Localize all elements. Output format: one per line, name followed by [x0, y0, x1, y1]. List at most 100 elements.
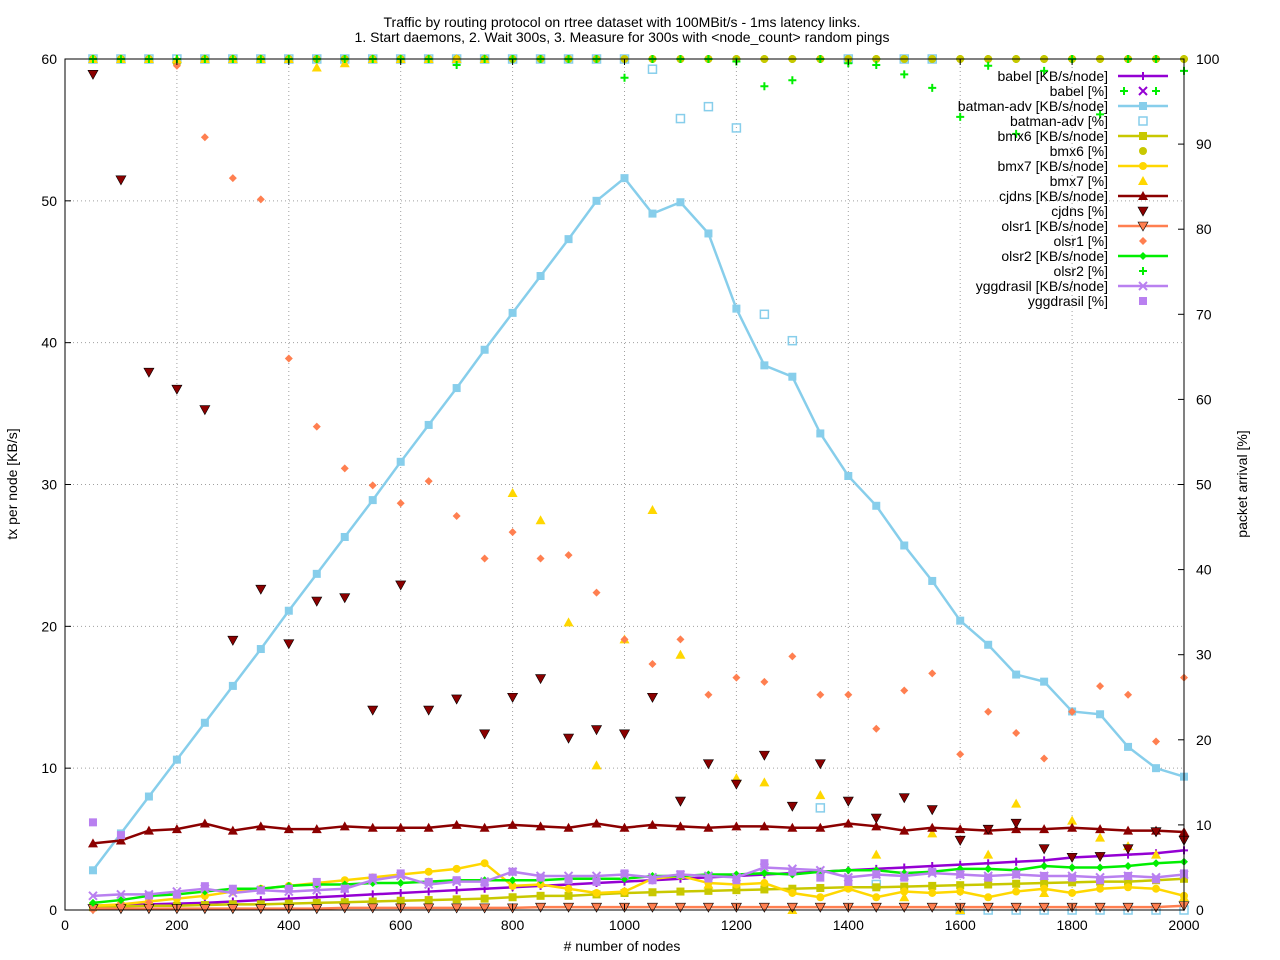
data-point	[1139, 237, 1147, 245]
legend-label: olsr1 [KB/s/node]	[1001, 218, 1108, 234]
data-point	[844, 471, 853, 480]
data-point	[984, 707, 993, 716]
data-point	[676, 198, 685, 207]
data-point	[1040, 871, 1049, 880]
data-point	[255, 904, 267, 915]
data-point	[479, 903, 491, 914]
data-point	[312, 569, 321, 578]
data-point	[702, 902, 714, 913]
data-point	[1068, 888, 1077, 897]
data-point	[368, 890, 377, 899]
data-point	[1138, 281, 1148, 291]
data-point	[591, 818, 602, 828]
data-point	[227, 825, 238, 835]
data-point	[787, 335, 798, 346]
data-point	[116, 831, 125, 840]
data-point	[814, 902, 826, 913]
data-point	[843, 818, 854, 828]
y2-tick-label: 60	[1196, 391, 1212, 407]
data-point	[339, 593, 351, 604]
data-point	[1068, 863, 1077, 872]
data-point	[1011, 798, 1022, 808]
data-point	[1152, 764, 1161, 773]
data-point	[648, 888, 657, 897]
data-point	[1040, 677, 1049, 686]
data-point	[396, 869, 405, 878]
y2-tick-label: 90	[1196, 136, 1212, 152]
data-point	[424, 477, 433, 486]
data-point	[563, 902, 575, 913]
series-5	[88, 55, 1188, 68]
data-point	[760, 879, 769, 888]
data-point	[535, 902, 547, 913]
data-point	[927, 828, 938, 838]
data-point	[702, 759, 714, 770]
legend-label: bmx6 [KB/s/node]	[997, 128, 1108, 144]
y2-tick-label: 70	[1196, 306, 1212, 322]
data-point	[116, 896, 125, 905]
data-point	[899, 825, 910, 835]
data-point	[172, 890, 181, 899]
data-point	[1012, 857, 1021, 866]
y2-tick-label: 80	[1196, 221, 1212, 237]
data-point	[284, 899, 293, 908]
data-point	[171, 824, 182, 834]
data-point	[731, 123, 742, 133]
data-point	[815, 803, 826, 813]
data-point	[1096, 710, 1105, 719]
data-point	[1139, 162, 1147, 170]
data-point	[955, 824, 966, 834]
data-point	[1095, 832, 1106, 842]
data-point	[1012, 870, 1021, 879]
data-point	[788, 652, 797, 661]
data-point	[87, 838, 98, 848]
data-point	[926, 805, 938, 816]
data-point	[256, 195, 265, 204]
data-point	[452, 895, 461, 904]
data-point	[870, 813, 882, 824]
data-point	[396, 879, 405, 888]
data-point	[1139, 72, 1147, 80]
data-point	[618, 729, 631, 740]
data-point	[592, 877, 601, 886]
data-point	[926, 902, 938, 913]
data-point	[1138, 86, 1148, 96]
legend-label: olsr2 [%]	[1054, 263, 1108, 279]
data-point	[928, 881, 937, 890]
data-point	[1096, 682, 1105, 691]
data-point	[844, 877, 853, 886]
data-point	[1012, 887, 1021, 896]
data-point	[451, 694, 463, 705]
data-point	[564, 235, 573, 244]
data-point	[1067, 822, 1078, 832]
series-line	[91, 176, 1185, 872]
data-point	[620, 174, 629, 183]
data-point	[844, 690, 853, 699]
data-point	[452, 864, 461, 873]
data-point	[563, 822, 574, 832]
data-point	[1094, 902, 1106, 913]
data-point	[956, 616, 965, 625]
data-point	[1124, 877, 1133, 886]
plot-border	[64, 58, 1185, 911]
data-point	[115, 835, 126, 845]
data-point	[228, 174, 237, 183]
data-point	[1151, 849, 1162, 859]
data-point	[954, 835, 966, 846]
data-point	[1122, 902, 1134, 913]
data-point	[1123, 825, 1134, 835]
data-point	[1152, 875, 1161, 884]
data-point	[1124, 742, 1133, 751]
legend-label: babel [%]	[1050, 83, 1108, 99]
data-point	[758, 902, 770, 913]
data-point	[872, 893, 881, 902]
data-point	[760, 859, 769, 868]
data-point	[620, 73, 629, 82]
series-line	[92, 849, 1185, 907]
data-point	[872, 870, 881, 879]
data-point	[1012, 670, 1021, 679]
data-point	[1010, 902, 1022, 913]
data-point	[928, 867, 937, 876]
data-point	[984, 880, 993, 889]
